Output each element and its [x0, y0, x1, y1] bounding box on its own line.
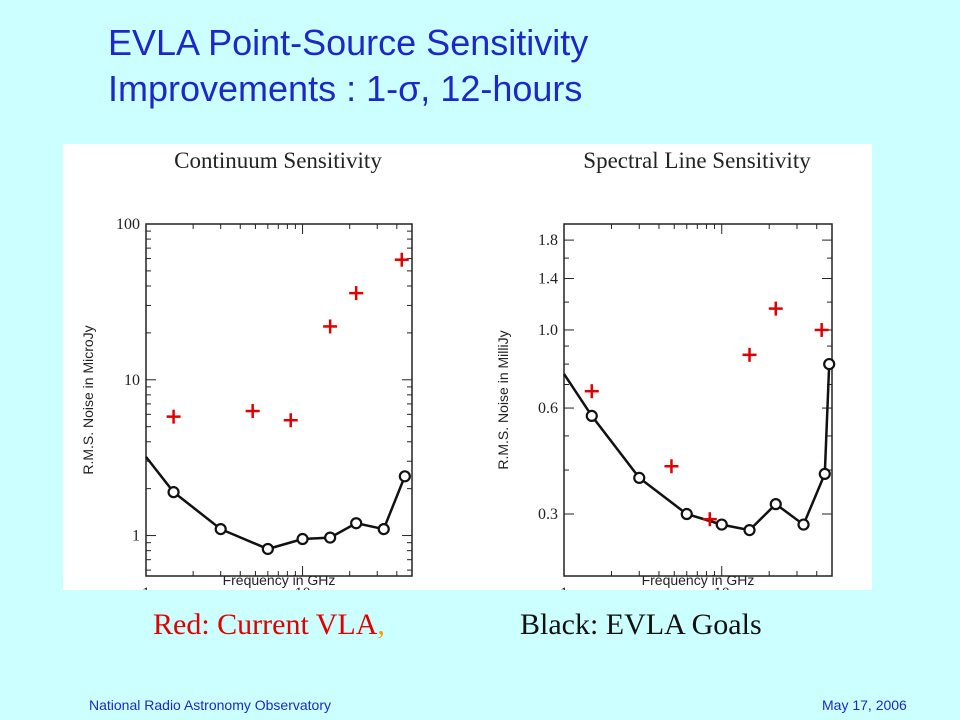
current-vla-point: [245, 404, 260, 419]
x-axis-label: Frequency in GHz: [223, 572, 336, 588]
plot-frame: [563, 223, 833, 577]
evla-goal-point: [823, 357, 836, 371]
evla-goal-point: [261, 542, 274, 556]
footer-organization: National Radio Astronomy Observatory: [89, 697, 331, 713]
evla-goal-point: [633, 471, 646, 484]
legend-current-vla-label: Red: Current VLA: [153, 608, 378, 641]
slide-title: EVLA Point-Source Sensitivity Improvemen…: [108, 20, 588, 112]
evla-goal-point: [743, 524, 756, 537]
evla-goal-point: [296, 532, 309, 546]
evla-goal-point: [377, 523, 390, 536]
continuum-sensitivity-plot: Continuum Sensitivity 1 10 1 10 100 Frequency …: [80, 148, 413, 590]
evla-goal-point: [214, 523, 227, 536]
plot-title: Continuum Sensitivity: [174, 148, 382, 173]
current-vla-point: [584, 384, 599, 399]
x-axis-label: Frequency in GHz: [642, 572, 755, 588]
current-vla-point: [814, 322, 829, 337]
y-tick-label: 1: [132, 528, 140, 545]
y-tick-label: 0.3: [538, 506, 558, 523]
title-line-2: Improvements : 1-σ, 12-hours: [108, 68, 583, 109]
evla-goal-point: [398, 470, 411, 483]
y-tick-label: 10: [124, 372, 140, 389]
footer-date: May 17, 2006: [822, 697, 907, 713]
evla-goal-point: [350, 517, 363, 530]
y-axis-label: R.M.S. Noise in MicroJy: [80, 325, 96, 474]
legend-comma: ,: [377, 608, 385, 641]
evla-goal-point: [769, 498, 782, 511]
y-tick-label: 100: [116, 216, 140, 233]
current-vla-point: [394, 252, 409, 267]
current-vla-point: [283, 413, 298, 428]
current-vla-point: [702, 512, 717, 527]
current-vla-point: [664, 459, 679, 474]
y-tick-label: 1.0: [538, 322, 558, 339]
evla-goal-point: [680, 507, 693, 521]
x-tick-label: 1: [560, 585, 568, 590]
current-vla-point: [323, 319, 338, 334]
spectral-line-sensitivity-plot: Spectral Line Sensitivity 1 10 1.8 1.4 1.0 0.6…: [495, 148, 836, 590]
y-tick-label: 1.4: [538, 271, 558, 288]
y-tick-label: 0.6: [538, 400, 558, 417]
legend-evla-goals: Black: EVLA Goals: [520, 608, 762, 641]
x-tick-label: 10: [295, 585, 311, 590]
evla-goal-point: [818, 467, 831, 481]
sensitivity-figure: Continuum Sensitivity 1 10 1 10 100 Frequency …: [80, 148, 836, 590]
plot-title: Spectral Line Sensitivity: [583, 148, 811, 173]
evla-goal-point: [324, 531, 337, 544]
evla-goal-point: [715, 518, 728, 531]
current-vla-point: [349, 286, 364, 301]
evla-goal-point: [167, 486, 180, 499]
evla-goals-line: [562, 364, 831, 532]
legend-current-vla: Red: Current VLA,: [153, 608, 385, 642]
evla-goal-point: [585, 409, 598, 422]
x-tick-label: 1: [142, 585, 150, 590]
y-axis-label: R.M.S. Noise in MilliJy: [495, 330, 511, 469]
evla-goals-line: [145, 456, 406, 551]
plot-frame: [145, 223, 413, 577]
y-tick-label: 1.8: [538, 232, 558, 249]
figure-panel: Continuum Sensitivity 1 10 1 10 100 Frequency …: [63, 144, 872, 590]
x-tick-label: 10: [714, 585, 730, 590]
current-vla-point: [166, 409, 181, 424]
current-vla-point: [768, 301, 783, 316]
current-vla-point: [742, 347, 757, 362]
evla-goal-point: [797, 518, 810, 531]
title-line-1: EVLA Point-Source Sensitivity: [108, 22, 589, 63]
